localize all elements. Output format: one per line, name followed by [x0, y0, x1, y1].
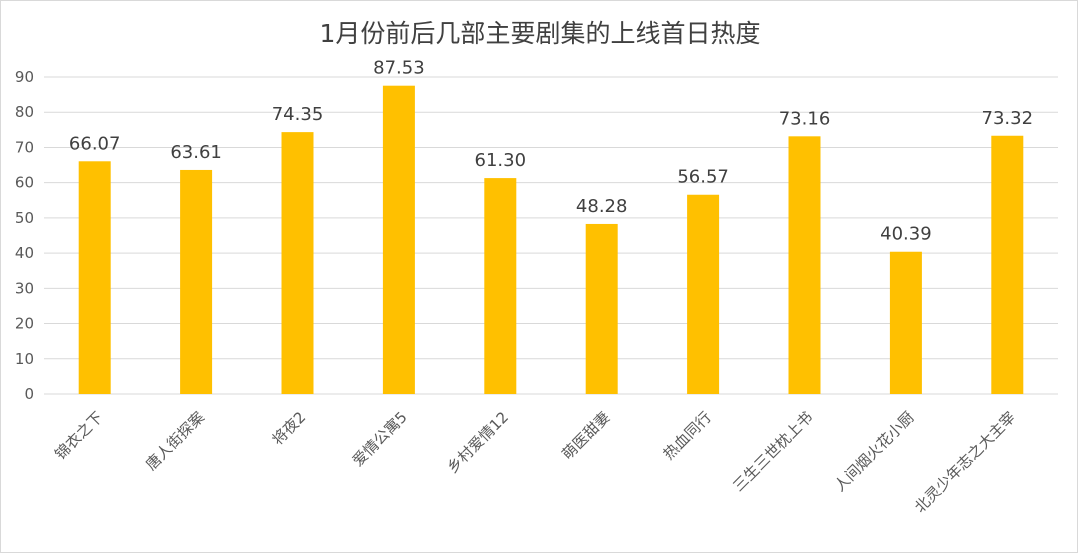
- data-label: 66.07: [69, 133, 121, 154]
- y-tick-label: 90: [15, 68, 34, 86]
- bar-2: [180, 169, 213, 394]
- data-label: 87.53: [373, 58, 425, 79]
- data-label: 61.30: [475, 150, 527, 171]
- y-tick-label: 70: [15, 138, 34, 156]
- category-label: 萌医甜妻: [558, 408, 613, 463]
- bar-9: [889, 251, 922, 394]
- bar-6: [585, 223, 618, 394]
- y-tick-label: 60: [15, 174, 34, 192]
- y-tick-label: 80: [15, 103, 34, 121]
- y-tick-label: 50: [15, 209, 34, 227]
- data-label: 63.61: [170, 142, 222, 163]
- category-label: 热血同行: [660, 408, 715, 463]
- gridlines: [44, 76, 1058, 395]
- bar-5: [484, 178, 517, 394]
- bar-10: [991, 135, 1024, 394]
- category-label: 乡村爱情12: [443, 408, 512, 477]
- data-label: 48.28: [576, 196, 628, 217]
- category-label: 三生三世枕上书: [729, 408, 816, 495]
- category-label: 北灵少年志之大主宰: [911, 408, 1019, 516]
- x-axis-categories: 锦衣之下 唐人街探案 将夜2 爱情公寓5 乡村爱情12 萌医甜妻 热血同行 三生三世枕上书 人间…: [51, 408, 1019, 516]
- bar-3: [281, 132, 314, 394]
- y-tick-label: 10: [15, 350, 34, 368]
- y-tick-label: 30: [15, 279, 34, 297]
- category-label: 将夜2: [269, 408, 310, 449]
- data-label: 74.35: [272, 104, 324, 125]
- category-label: 唐人街探案: [142, 408, 208, 474]
- bar-8: [788, 136, 821, 395]
- data-label: 73.32: [982, 108, 1034, 129]
- y-tick-label: 40: [15, 244, 34, 262]
- y-tick-label: 20: [15, 315, 34, 333]
- bar-1: [78, 161, 111, 394]
- category-label: 锦衣之下: [51, 408, 106, 463]
- category-label: 人间烟火花小厨: [831, 408, 918, 495]
- category-label: 爱情公寓5: [349, 408, 411, 470]
- data-label: 73.16: [779, 108, 831, 129]
- y-tick-label: 0: [24, 385, 34, 403]
- bar-4: [382, 85, 415, 394]
- data-labels: 66.07 63.61 74.35 87.53 61.30 48.28 56.57 73.16…: [69, 58, 1033, 245]
- bars: [78, 85, 1024, 395]
- chart-title: 1月份前后几部主要剧集的上线首日热度: [319, 19, 761, 48]
- y-axis-ticks: 0 10 20 30 40 50 60 70 80 90: [15, 68, 34, 403]
- data-label: 40.39: [880, 224, 932, 245]
- data-label: 56.57: [677, 167, 729, 188]
- bar-7: [687, 194, 720, 394]
